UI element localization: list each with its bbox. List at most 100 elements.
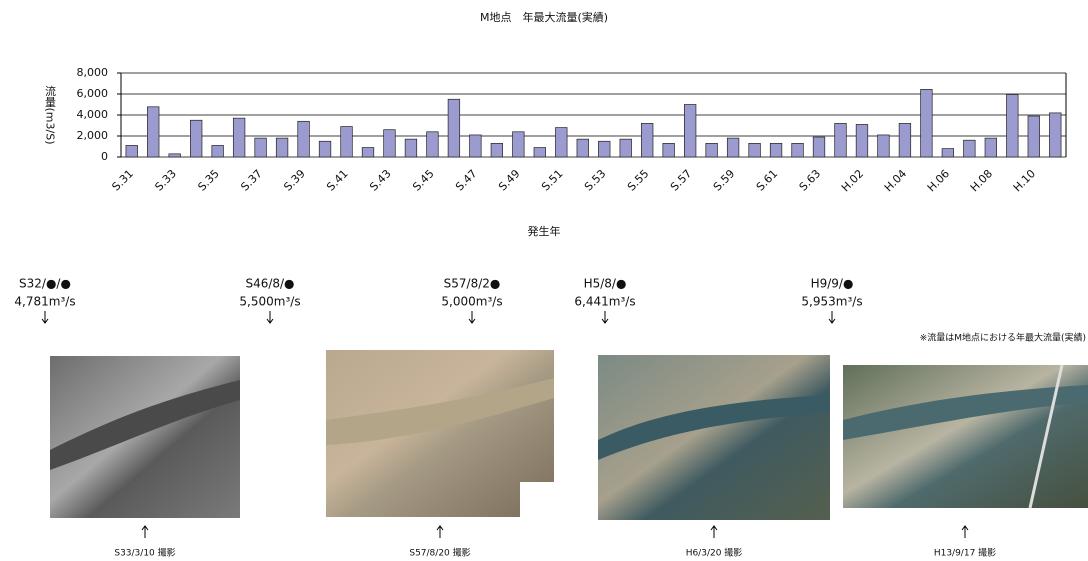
bar xyxy=(168,153,181,158)
bar xyxy=(147,106,160,158)
x-tick-label: S.47 xyxy=(453,167,480,194)
annotation-flow: 6,441m³/s xyxy=(574,295,635,309)
bar xyxy=(662,143,675,158)
bar xyxy=(855,124,869,158)
x-tick-label: S.59 xyxy=(711,167,738,194)
x-tick-label: S.39 xyxy=(281,167,308,194)
photo-caption: H13/9/17 撮影 xyxy=(934,547,996,559)
bar xyxy=(383,129,396,158)
x-tick-label: S.41 xyxy=(324,167,351,194)
x-tick-label: S.49 xyxy=(496,167,523,194)
annotation-arrow-head xyxy=(468,318,476,324)
annotation-event: S46/8/● xyxy=(245,277,294,291)
photo-blank xyxy=(520,482,554,517)
annotation-flow: 5,000m³/s xyxy=(441,295,502,309)
bar xyxy=(1006,94,1019,158)
x-axis-title: 発生年 xyxy=(528,224,561,238)
x-tick-label: S.53 xyxy=(582,167,609,194)
x-tick-label: S.51 xyxy=(539,167,566,194)
x-tick-label: H.08 xyxy=(968,167,995,194)
bar xyxy=(726,137,740,158)
bar xyxy=(576,138,589,158)
bar xyxy=(533,147,546,158)
annotation-arrow-head xyxy=(41,318,49,324)
x-tick-label: S.45 xyxy=(410,167,437,194)
photo-arrow-head xyxy=(436,525,444,531)
bar xyxy=(232,117,246,158)
y-tick-label: 2,000 xyxy=(77,129,109,142)
annotation-event: S32/●/● xyxy=(19,277,71,291)
x-tick-label: H.02 xyxy=(839,167,866,194)
x-tick-label: S.35 xyxy=(195,167,222,194)
x-tick-label: H.06 xyxy=(925,167,952,194)
x-tick-label: S.61 xyxy=(754,167,781,194)
bar xyxy=(404,138,418,158)
photo-caption: S33/3/10 撮影 xyxy=(114,547,175,559)
x-tick-label: S.31 xyxy=(109,167,136,194)
annotation-flow: 5,500m³/s xyxy=(239,295,300,309)
bar xyxy=(297,120,310,158)
bar xyxy=(426,131,439,158)
bar xyxy=(812,136,826,158)
bar xyxy=(791,143,804,158)
photo-river xyxy=(326,378,554,445)
x-tick-label: S.63 xyxy=(797,167,824,194)
x-tick-label: S.55 xyxy=(625,167,652,194)
annotation-arrow-head xyxy=(266,318,274,324)
bar xyxy=(941,148,955,158)
bar xyxy=(898,123,912,158)
bar xyxy=(469,134,482,158)
bar xyxy=(877,134,890,158)
annotation-event: S57/8/2● xyxy=(444,277,501,291)
annotation-event: H5/8/● xyxy=(584,277,627,291)
photo-river xyxy=(598,395,830,460)
photo xyxy=(843,365,1088,508)
x-tick-label: S.37 xyxy=(238,167,265,194)
x-tick-label: H.04 xyxy=(882,167,909,194)
bar xyxy=(190,119,203,158)
x-tick-label: S.43 xyxy=(367,167,394,194)
photo-bridge xyxy=(1028,364,1064,509)
bar xyxy=(598,140,611,158)
bar xyxy=(834,123,847,158)
x-tick-label: S.57 xyxy=(668,167,695,194)
annotation-flow: 4,781m³/s xyxy=(14,295,75,309)
x-tick-label: S.33 xyxy=(152,167,179,194)
note: ※流量はM地点における年最大流量(実績) xyxy=(920,332,1086,344)
photo-caption: H6/3/20 撮影 xyxy=(686,547,743,559)
photo-caption: S57/8/20 撮影 xyxy=(409,547,470,559)
bar xyxy=(1027,115,1040,158)
bar xyxy=(254,137,267,158)
bar xyxy=(512,131,525,158)
bar xyxy=(318,140,332,158)
photo-arrow-head xyxy=(961,525,969,531)
photo-arrow-head xyxy=(710,525,718,531)
bar xyxy=(555,127,568,158)
bar xyxy=(275,137,289,158)
bar xyxy=(211,145,224,158)
y-tick-label: 0 xyxy=(101,150,108,163)
bar xyxy=(125,145,138,158)
bar xyxy=(748,143,761,158)
annotation-arrow-head xyxy=(601,318,609,324)
photo-arrow-head xyxy=(141,525,149,531)
photo-river xyxy=(843,385,1088,440)
bar xyxy=(361,147,375,158)
bar xyxy=(340,126,353,158)
y-tick-label: 4,000 xyxy=(77,108,109,121)
bar xyxy=(447,98,461,158)
x-tick-label: H.10 xyxy=(1011,167,1038,194)
annotation-arrow-head xyxy=(828,318,836,324)
bar xyxy=(1049,112,1062,158)
annotation-flow: 5,953m³/s xyxy=(801,295,862,309)
chart-title: M地点 年最大流量(実績) xyxy=(480,10,608,24)
bar xyxy=(963,139,976,158)
bar xyxy=(641,123,654,158)
bar xyxy=(705,143,718,158)
bar xyxy=(619,138,632,158)
bar xyxy=(769,143,783,158)
bar xyxy=(490,143,504,158)
bar xyxy=(683,104,697,158)
